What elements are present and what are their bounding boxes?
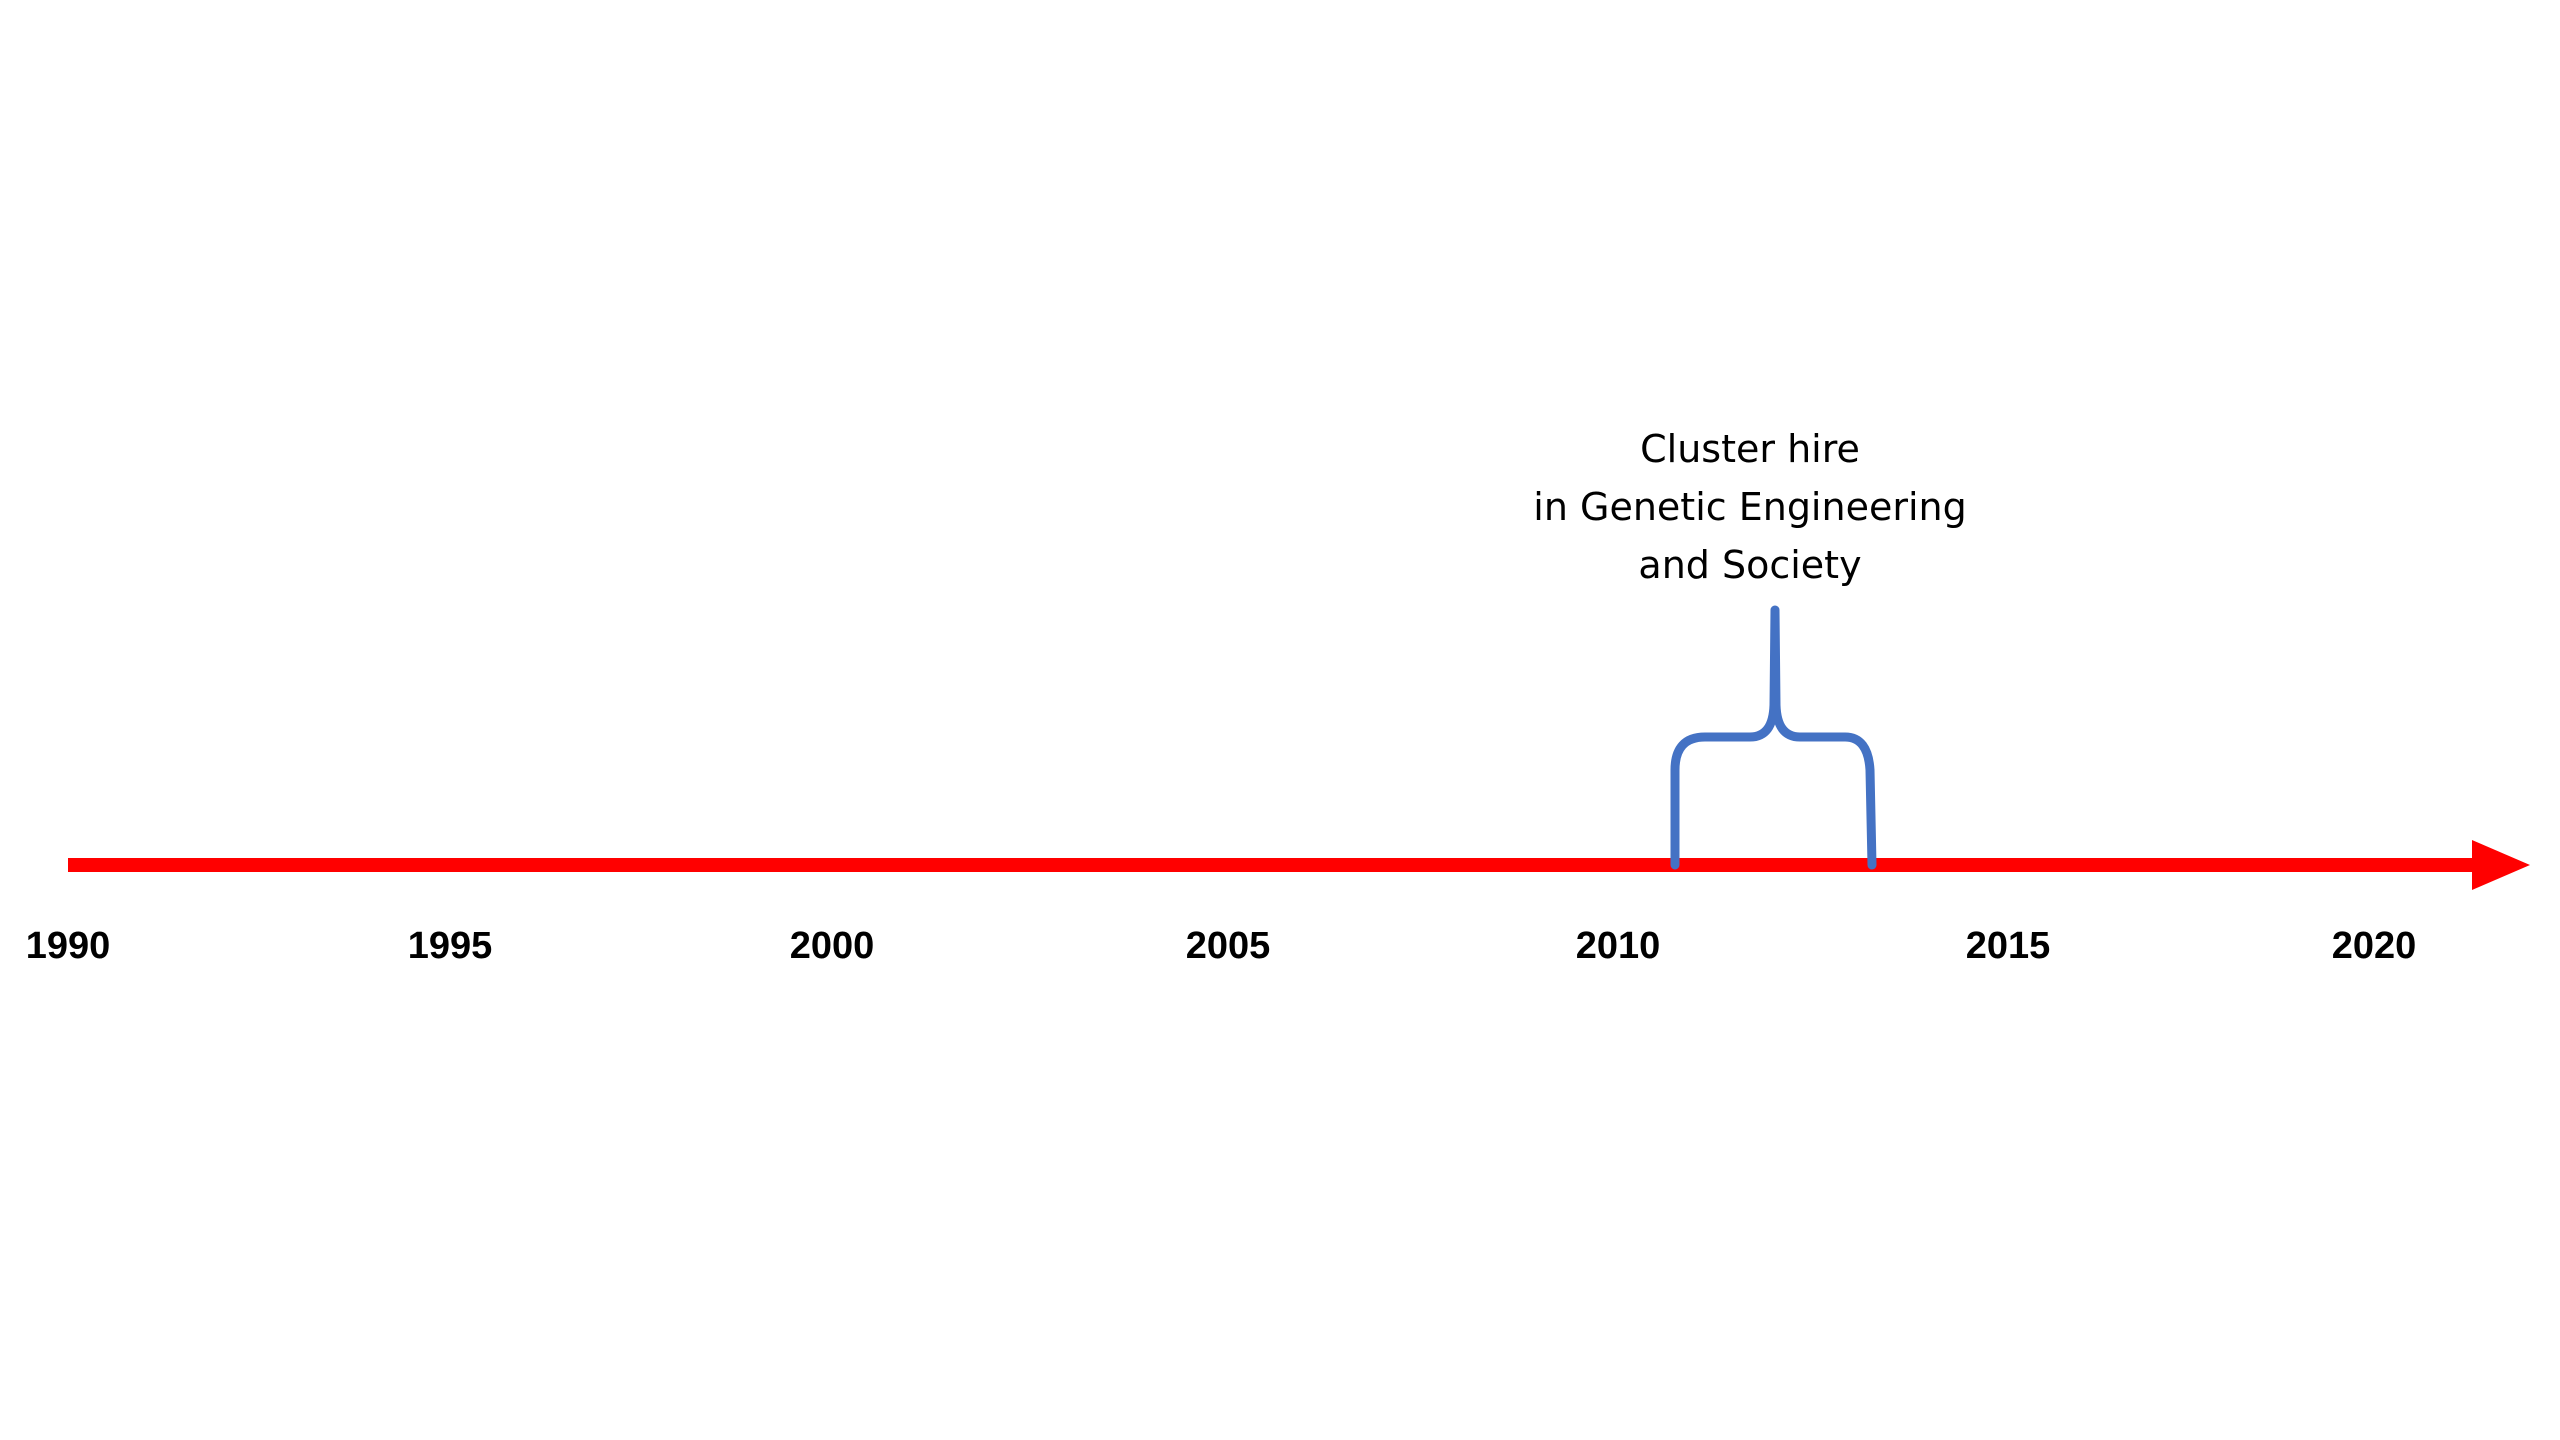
year-label: 2000	[790, 925, 875, 967]
year-labels: 1990 1995 2000 2005 2010 2015 2020	[26, 925, 2417, 967]
year-label: 2010	[1576, 925, 1661, 967]
event-label-line-3: and Society	[1638, 543, 1862, 587]
event-label-line-2: in Genetic Engineering	[1533, 485, 1967, 529]
year-label: 2020	[2332, 925, 2417, 967]
year-label: 1995	[408, 925, 493, 967]
year-label: 2005	[1186, 925, 1271, 967]
timeline-arrowhead	[2472, 840, 2530, 890]
year-label: 1990	[26, 925, 111, 967]
year-label: 2015	[1966, 925, 2051, 967]
event-brace	[1670, 605, 1877, 870]
event-label-line-1: Cluster hire	[1640, 427, 1860, 471]
event-annotation: Cluster hire in Genetic Engineering and …	[1500, 420, 2000, 594]
